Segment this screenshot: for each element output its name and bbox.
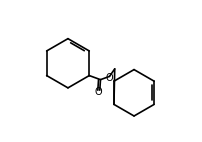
Text: O: O bbox=[106, 73, 114, 83]
Text: O: O bbox=[95, 87, 103, 97]
